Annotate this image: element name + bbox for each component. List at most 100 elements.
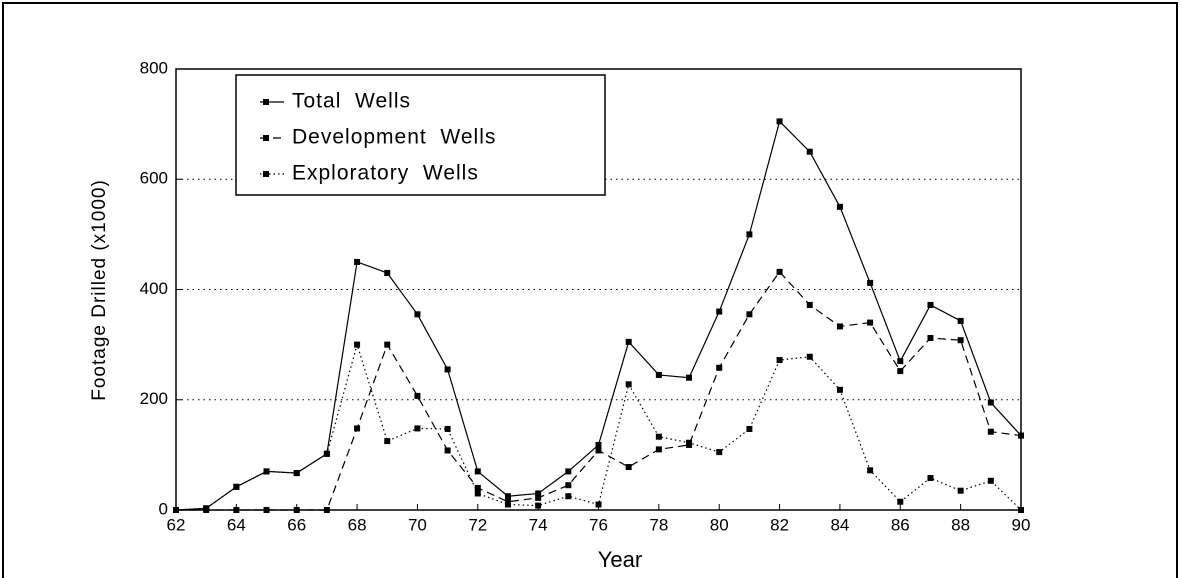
data-point	[836, 203, 843, 210]
data-point	[1018, 507, 1024, 513]
data-point	[565, 468, 572, 475]
data-point	[897, 498, 904, 505]
data-point	[504, 501, 511, 508]
legend-label: Development Wells	[292, 126, 496, 149]
x-tick-label: 90	[1012, 515, 1031, 534]
data-point	[806, 301, 813, 308]
data-point	[263, 507, 270, 513]
x-tick-label: 80	[710, 515, 729, 534]
data-point	[897, 368, 904, 375]
data-point	[595, 447, 602, 454]
data-point	[957, 317, 964, 324]
data-point	[625, 338, 632, 345]
data-point	[233, 507, 240, 513]
x-tick-label: 88	[951, 515, 970, 534]
data-point	[686, 374, 693, 381]
data-point	[535, 494, 542, 501]
data-point	[203, 505, 210, 512]
data-point	[414, 425, 421, 432]
data-point	[233, 483, 240, 490]
data-point	[444, 366, 451, 373]
data-point	[293, 507, 300, 513]
data-point	[173, 507, 179, 513]
legend-marker	[263, 135, 269, 141]
data-point	[867, 467, 874, 474]
data-point	[867, 319, 874, 326]
legend-marker	[263, 99, 269, 105]
plot-area	[175, 68, 1022, 511]
y-tick-label: 400	[140, 279, 168, 298]
data-point	[746, 425, 753, 432]
y-tick-label: 0	[159, 499, 168, 518]
data-point	[927, 335, 934, 342]
data-point	[927, 475, 934, 482]
series-line	[175, 342, 1022, 511]
data-point	[716, 364, 723, 371]
data-point	[535, 490, 542, 497]
data-point	[384, 269, 391, 276]
data-point	[776, 118, 783, 125]
legend-marker	[263, 171, 269, 177]
data-point	[867, 279, 874, 286]
x-tick-label: 62	[167, 515, 186, 534]
data-point	[746, 231, 753, 238]
data-point	[323, 450, 330, 457]
data-point	[474, 490, 481, 497]
data-point	[1018, 432, 1024, 439]
x-tick-label: 82	[770, 515, 789, 534]
data-point	[565, 493, 572, 500]
data-point	[354, 425, 361, 432]
data-point	[625, 464, 632, 471]
data-point	[716, 449, 723, 456]
data-point	[293, 470, 300, 477]
data-point	[384, 341, 391, 348]
data-point	[897, 358, 904, 365]
x-tick-label: 86	[891, 515, 910, 534]
data-point	[746, 311, 753, 318]
y-tick-label: 800	[140, 58, 168, 77]
data-point	[655, 446, 662, 453]
data-point	[716, 308, 723, 315]
x-tick-label: 84	[830, 515, 849, 534]
data-point	[263, 468, 270, 475]
data-point	[595, 501, 602, 508]
x-tick-label: 68	[348, 515, 367, 534]
data-point	[474, 484, 481, 491]
legend-label: Total Wells	[292, 90, 411, 113]
data-point	[836, 386, 843, 393]
x-tick-label: 64	[227, 515, 246, 534]
data-point	[806, 148, 813, 155]
data-point	[655, 371, 662, 378]
data-point	[535, 502, 542, 509]
x-tick-label: 70	[408, 515, 427, 534]
data-point	[836, 323, 843, 330]
x-tick-label: 74	[529, 515, 548, 534]
data-point	[987, 428, 994, 435]
data-point	[927, 301, 934, 308]
y-axis-title: Footage Drilled (x1000)	[89, 179, 110, 401]
x-axis-title: Year	[598, 547, 642, 572]
data-point	[806, 353, 813, 360]
data-point	[957, 337, 964, 344]
x-tick-label: 72	[468, 515, 487, 534]
data-point	[444, 425, 451, 432]
data-point	[595, 441, 602, 448]
data-point	[957, 487, 964, 494]
data-point	[987, 399, 994, 406]
data-point	[565, 482, 572, 489]
data-point	[384, 438, 391, 445]
data-point	[504, 493, 511, 500]
x-tick-label: 78	[649, 515, 668, 534]
data-point	[414, 311, 421, 318]
data-point	[625, 381, 632, 388]
legend-box	[235, 74, 606, 196]
data-point	[686, 439, 693, 446]
x-tick-label: 66	[287, 515, 306, 534]
data-point	[987, 477, 994, 484]
data-point	[776, 268, 783, 275]
data-point	[354, 258, 361, 265]
y-tick-label: 200	[140, 389, 168, 408]
